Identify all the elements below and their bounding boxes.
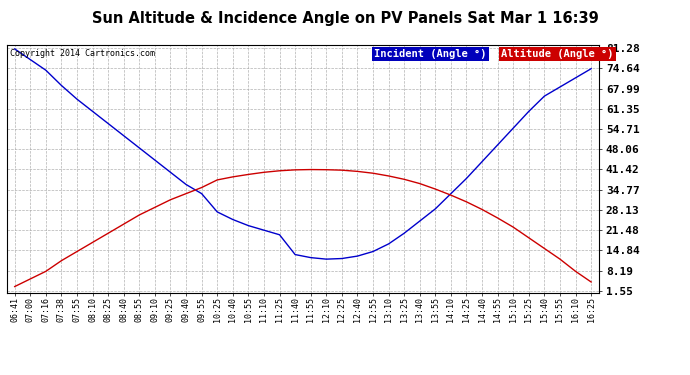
Text: Sun Altitude & Incidence Angle on PV Panels Sat Mar 1 16:39: Sun Altitude & Incidence Angle on PV Pan… bbox=[92, 11, 598, 26]
Text: Incident (Angle °): Incident (Angle °) bbox=[374, 49, 486, 59]
Text: Copyright 2014 Cartronics.com: Copyright 2014 Cartronics.com bbox=[10, 49, 155, 58]
Text: Altitude (Angle °): Altitude (Angle °) bbox=[501, 49, 613, 59]
